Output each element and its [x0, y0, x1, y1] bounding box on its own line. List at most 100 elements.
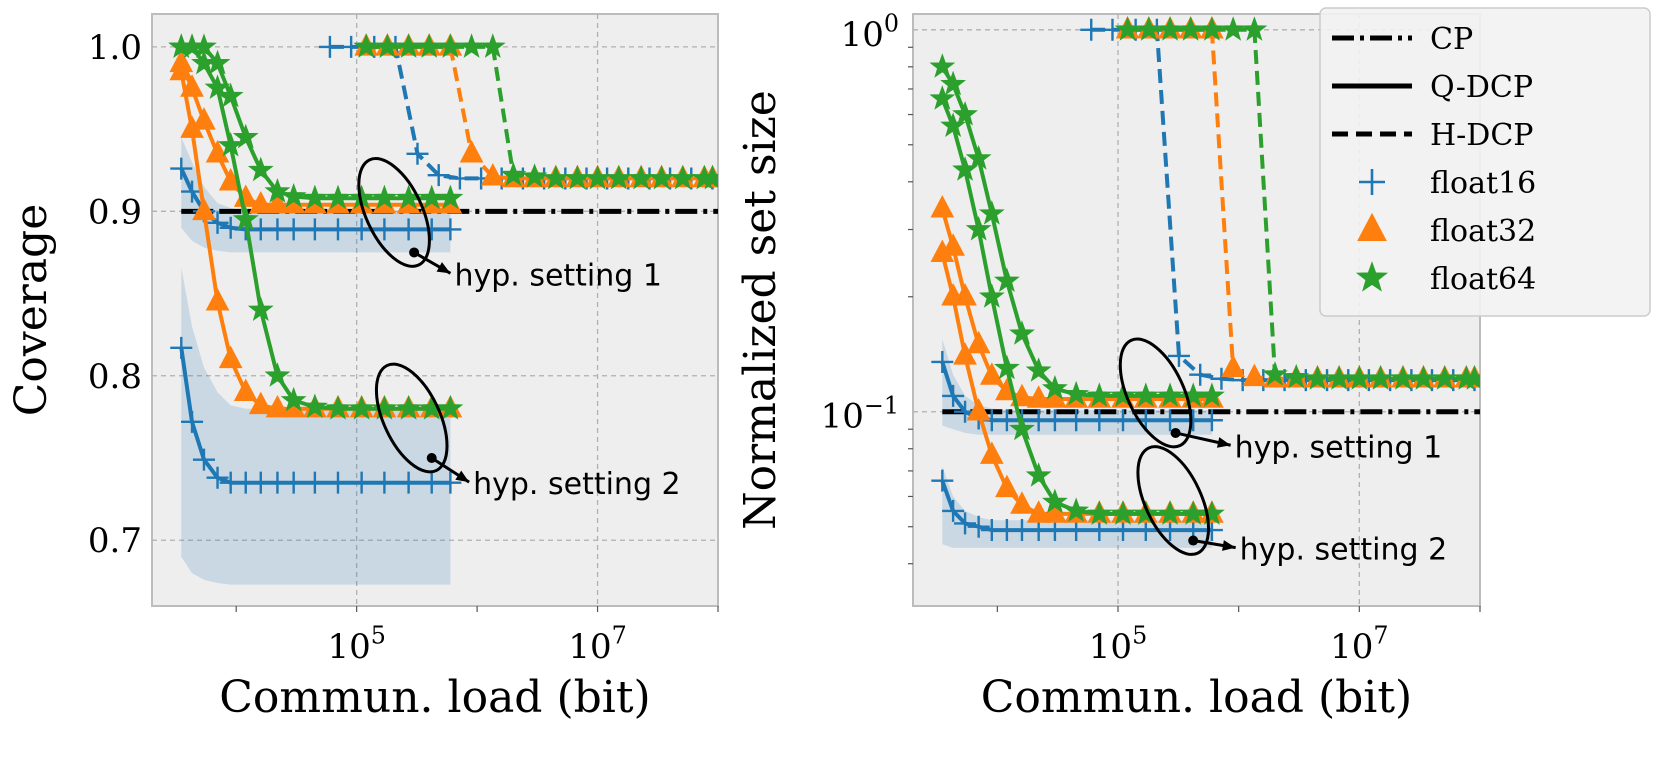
data-point	[427, 164, 450, 187]
data-point	[1461, 365, 1480, 390]
data-point	[280, 386, 307, 412]
annotation-ellipse	[357, 157, 431, 268]
legend-label: float16	[1430, 166, 1536, 201]
data-point	[978, 283, 1005, 308]
data-point	[340, 35, 363, 58]
hdcp-float64-markers	[353, 33, 718, 190]
data-point	[1431, 365, 1458, 390]
data-point	[1063, 380, 1090, 406]
hdcp-float64-markers	[1114, 16, 1480, 390]
data-point	[542, 164, 569, 190]
x-tick-label: 107	[1330, 622, 1388, 667]
data-point	[191, 49, 217, 75]
data-point	[1200, 409, 1223, 432]
data-point	[395, 395, 422, 420]
data-point	[1189, 363, 1212, 386]
data-point	[458, 33, 485, 58]
data-point	[954, 512, 977, 535]
data-point	[1132, 382, 1159, 407]
data-point	[979, 362, 1004, 385]
data-point	[1086, 382, 1113, 407]
data-point	[1159, 409, 1182, 432]
data-point	[995, 474, 1019, 498]
data-point	[1041, 374, 1068, 400]
data-point	[264, 362, 291, 387]
data-point	[206, 466, 229, 489]
data-point	[264, 178, 291, 203]
data-point	[439, 218, 462, 241]
qdcp-float16-markers	[931, 469, 1223, 542]
qdcp-float32-line	[179, 62, 451, 207]
data-point	[1041, 488, 1068, 514]
data-point	[1241, 16, 1268, 41]
data-point	[1220, 16, 1247, 41]
data-point	[416, 33, 443, 58]
data-point	[953, 342, 977, 365]
data-point	[940, 112, 967, 137]
data-point	[699, 164, 718, 190]
coverage-panel: 105 107 0.7 0.8 0.9 1.0 Commun. load (bit) Cove…	[6, 13, 719, 723]
legend: CP Q-DCP H-DCP float16 float32 float64	[1319, 7, 1651, 317]
data-point	[205, 288, 230, 311]
y-tick-label: 100	[841, 10, 899, 55]
data-point	[192, 448, 215, 471]
data-point	[170, 157, 193, 180]
data-point	[448, 167, 471, 190]
data-point	[1010, 491, 1034, 514]
data-point	[350, 471, 373, 494]
data-point	[1112, 519, 1134, 542]
data-point	[437, 395, 464, 420]
data-point	[303, 471, 326, 494]
data-point	[1065, 409, 1088, 432]
data-point	[303, 218, 326, 241]
data-point	[966, 398, 991, 421]
data-point	[1043, 500, 1067, 523]
data-point	[282, 218, 305, 241]
arrow-head	[1216, 437, 1231, 448]
data-point	[325, 395, 351, 420]
data-point	[1304, 365, 1331, 390]
x-tick-label: 107	[568, 622, 626, 667]
arrow-head	[455, 470, 470, 483]
data-point	[1110, 382, 1136, 407]
data-point	[348, 395, 375, 420]
annotation-ellipse	[1118, 337, 1193, 449]
data-point	[1134, 519, 1157, 542]
y-tick-label: 0.9	[88, 192, 142, 232]
data-point	[648, 164, 675, 190]
qdcp-float64-markers	[929, 53, 1225, 407]
data-point	[371, 184, 398, 210]
data-point	[318, 35, 341, 58]
data-point	[1026, 385, 1051, 408]
data-point	[605, 164, 632, 190]
data-point	[942, 499, 965, 522]
data-point	[248, 191, 273, 214]
annotation-label: hyp. setting 2	[473, 467, 681, 502]
data-point	[1043, 409, 1066, 432]
data-point	[1157, 382, 1183, 407]
data-point	[232, 123, 259, 149]
data-point	[930, 195, 955, 218]
y-tick-label: 10−1	[821, 391, 899, 436]
data-point	[500, 161, 527, 187]
data-point	[1135, 16, 1162, 41]
data-point	[373, 218, 396, 241]
data-point	[1346, 365, 1373, 390]
data-point	[1177, 16, 1204, 41]
data-point	[397, 471, 420, 494]
data-point	[439, 471, 462, 494]
data-point	[232, 205, 259, 231]
data-point	[1065, 519, 1088, 542]
legend-marker-float16	[1359, 169, 1385, 195]
data-point	[1200, 519, 1223, 542]
data-point	[669, 164, 696, 190]
data-point	[1132, 500, 1159, 525]
data-point	[280, 182, 307, 208]
data-point	[929, 85, 956, 110]
legend-label: float32	[1430, 214, 1536, 249]
data-point	[1112, 409, 1134, 432]
data-point	[326, 471, 349, 494]
data-point	[459, 140, 484, 163]
data-point	[1221, 354, 1245, 377]
annotation-ellipse	[1136, 445, 1210, 556]
